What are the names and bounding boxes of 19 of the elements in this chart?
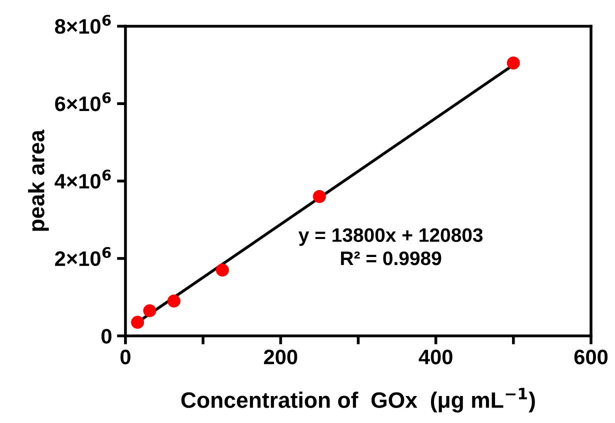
y-axis-title: peak area <box>28 130 49 231</box>
y-tick-label: 8×10$^{6}$ <box>55 14 111 34</box>
point <box>143 304 156 318</box>
x-tick-label: 0 <box>120 350 130 364</box>
y-tick-label: 6×10$^{6}$ <box>55 92 111 112</box>
y-tick-label: 0 <box>102 328 112 344</box>
point <box>312 190 326 204</box>
point <box>506 56 520 70</box>
annotation: y = 13800x + 120803 <box>298 228 483 246</box>
x-axis-title: Concentration of GOx (μg mL$^{−1}$) <box>181 388 535 412</box>
y-tick-label: 2×10$^{6}$ <box>55 247 111 266</box>
x-tick-label: 200 <box>264 350 298 364</box>
y-tick-label: 4×10$^{6}$ <box>54 170 111 189</box>
x-tick-label: 400 <box>418 350 452 364</box>
point <box>131 316 144 329</box>
x-tick-label: 600 <box>574 350 608 364</box>
annotation: R² = 0.9989 <box>341 251 442 266</box>
point <box>216 264 229 277</box>
point <box>167 294 180 308</box>
